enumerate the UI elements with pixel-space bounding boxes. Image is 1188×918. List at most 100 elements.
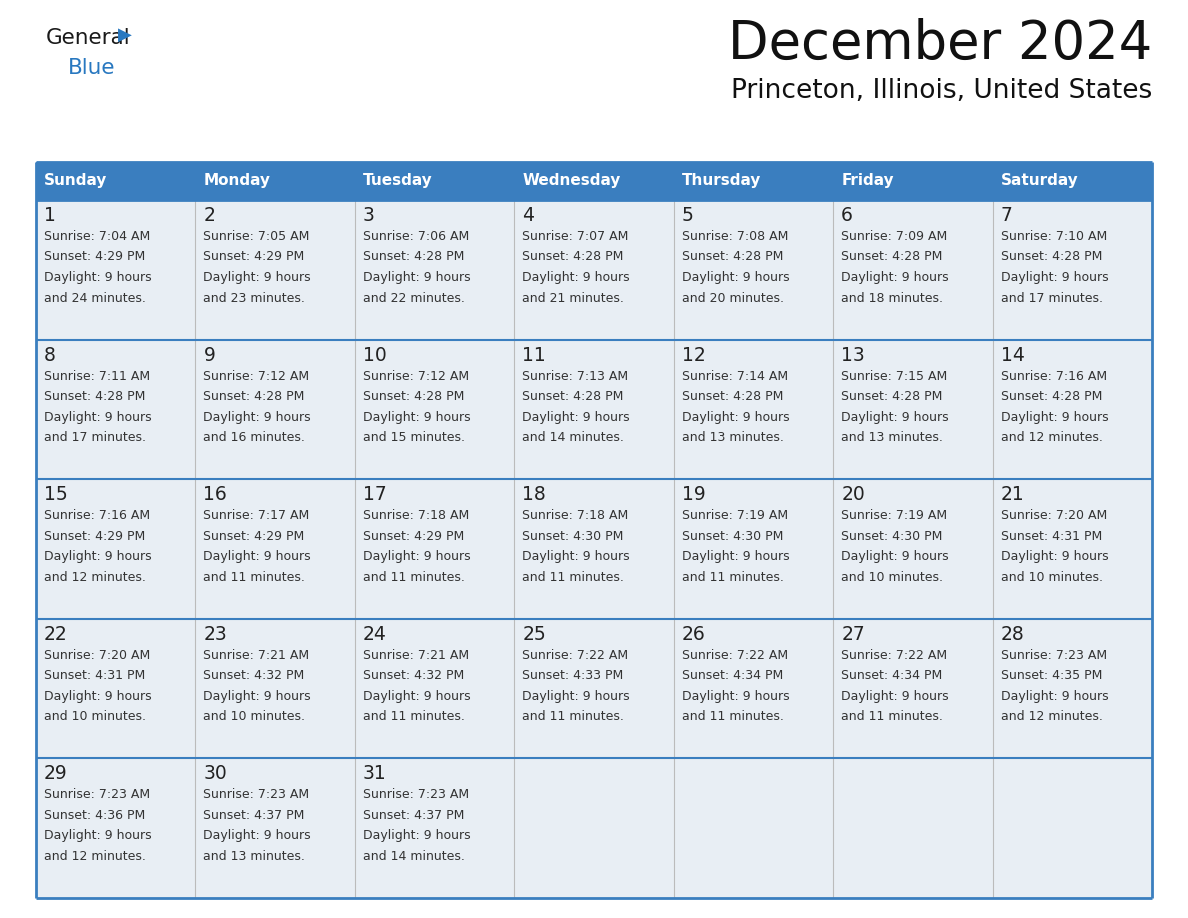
Text: 7: 7 bbox=[1000, 206, 1012, 225]
Text: 17: 17 bbox=[362, 486, 386, 504]
Text: Sunrise: 7:23 AM: Sunrise: 7:23 AM bbox=[1000, 649, 1107, 662]
Text: and 12 minutes.: and 12 minutes. bbox=[1000, 711, 1102, 723]
Text: and 12 minutes.: and 12 minutes. bbox=[1000, 431, 1102, 444]
Text: and 11 minutes.: and 11 minutes. bbox=[203, 571, 305, 584]
Text: 15: 15 bbox=[44, 486, 68, 504]
Text: 3: 3 bbox=[362, 206, 374, 225]
Text: and 11 minutes.: and 11 minutes. bbox=[362, 711, 465, 723]
Text: Daylight: 9 hours: Daylight: 9 hours bbox=[203, 689, 311, 703]
Text: 21: 21 bbox=[1000, 486, 1024, 504]
Text: and 10 minutes.: and 10 minutes. bbox=[44, 711, 146, 723]
Text: and 13 minutes.: and 13 minutes. bbox=[682, 431, 784, 444]
Text: Sunset: 4:28 PM: Sunset: 4:28 PM bbox=[523, 390, 624, 403]
Text: Sunset: 4:29 PM: Sunset: 4:29 PM bbox=[44, 530, 145, 543]
Text: Daylight: 9 hours: Daylight: 9 hours bbox=[44, 410, 152, 423]
Text: Sunset: 4:28 PM: Sunset: 4:28 PM bbox=[1000, 251, 1102, 263]
Text: 18: 18 bbox=[523, 486, 546, 504]
Text: Sunrise: 7:19 AM: Sunrise: 7:19 AM bbox=[841, 509, 947, 522]
Text: Sunset: 4:30 PM: Sunset: 4:30 PM bbox=[682, 530, 783, 543]
Text: and 11 minutes.: and 11 minutes. bbox=[362, 571, 465, 584]
Text: 24: 24 bbox=[362, 625, 387, 644]
Text: Thursday: Thursday bbox=[682, 174, 762, 188]
Text: Sunrise: 7:23 AM: Sunrise: 7:23 AM bbox=[203, 789, 310, 801]
Text: Sunrise: 7:23 AM: Sunrise: 7:23 AM bbox=[44, 789, 150, 801]
Text: 26: 26 bbox=[682, 625, 706, 644]
Text: 10: 10 bbox=[362, 345, 386, 364]
Text: 11: 11 bbox=[523, 345, 546, 364]
Text: and 22 minutes.: and 22 minutes. bbox=[362, 292, 465, 305]
Text: Wednesday: Wednesday bbox=[523, 174, 620, 188]
Text: Sunrise: 7:11 AM: Sunrise: 7:11 AM bbox=[44, 370, 150, 383]
Text: Sunrise: 7:19 AM: Sunrise: 7:19 AM bbox=[682, 509, 788, 522]
Text: Sunset: 4:28 PM: Sunset: 4:28 PM bbox=[362, 390, 465, 403]
Text: December 2024: December 2024 bbox=[728, 18, 1152, 70]
Text: and 17 minutes.: and 17 minutes. bbox=[1000, 292, 1102, 305]
Text: 31: 31 bbox=[362, 765, 386, 783]
Bar bbox=[36, 200, 1152, 898]
Text: and 11 minutes.: and 11 minutes. bbox=[523, 711, 624, 723]
Text: and 21 minutes.: and 21 minutes. bbox=[523, 292, 624, 305]
Text: and 11 minutes.: and 11 minutes. bbox=[682, 711, 784, 723]
Text: and 16 minutes.: and 16 minutes. bbox=[203, 431, 305, 444]
Text: Daylight: 9 hours: Daylight: 9 hours bbox=[841, 550, 949, 564]
Text: and 14 minutes.: and 14 minutes. bbox=[523, 431, 624, 444]
Text: Daylight: 9 hours: Daylight: 9 hours bbox=[203, 550, 311, 564]
Text: Sunset: 4:28 PM: Sunset: 4:28 PM bbox=[682, 251, 783, 263]
Text: Sunrise: 7:22 AM: Sunrise: 7:22 AM bbox=[841, 649, 947, 662]
Text: Sunrise: 7:16 AM: Sunrise: 7:16 AM bbox=[1000, 370, 1107, 383]
Text: Sunset: 4:28 PM: Sunset: 4:28 PM bbox=[523, 251, 624, 263]
Text: Sunset: 4:28 PM: Sunset: 4:28 PM bbox=[682, 390, 783, 403]
Text: Daylight: 9 hours: Daylight: 9 hours bbox=[203, 271, 311, 284]
Text: 27: 27 bbox=[841, 625, 865, 644]
Text: Daylight: 9 hours: Daylight: 9 hours bbox=[682, 410, 789, 423]
Text: and 11 minutes.: and 11 minutes. bbox=[682, 571, 784, 584]
Text: Sunset: 4:34 PM: Sunset: 4:34 PM bbox=[841, 669, 942, 682]
Text: Sunset: 4:29 PM: Sunset: 4:29 PM bbox=[44, 251, 145, 263]
Text: and 24 minutes.: and 24 minutes. bbox=[44, 292, 146, 305]
Text: Sunrise: 7:21 AM: Sunrise: 7:21 AM bbox=[203, 649, 310, 662]
Text: and 10 minutes.: and 10 minutes. bbox=[1000, 571, 1102, 584]
Text: Daylight: 9 hours: Daylight: 9 hours bbox=[1000, 689, 1108, 703]
Text: Sunday: Sunday bbox=[44, 174, 107, 188]
Text: Sunrise: 7:12 AM: Sunrise: 7:12 AM bbox=[203, 370, 310, 383]
Text: Sunrise: 7:15 AM: Sunrise: 7:15 AM bbox=[841, 370, 947, 383]
Text: Sunrise: 7:18 AM: Sunrise: 7:18 AM bbox=[523, 509, 628, 522]
Text: Sunrise: 7:08 AM: Sunrise: 7:08 AM bbox=[682, 230, 788, 243]
Text: Sunset: 4:31 PM: Sunset: 4:31 PM bbox=[1000, 530, 1101, 543]
Text: 28: 28 bbox=[1000, 625, 1024, 644]
Text: Sunrise: 7:20 AM: Sunrise: 7:20 AM bbox=[1000, 509, 1107, 522]
Text: Monday: Monday bbox=[203, 174, 271, 188]
Text: Daylight: 9 hours: Daylight: 9 hours bbox=[523, 271, 630, 284]
Text: Daylight: 9 hours: Daylight: 9 hours bbox=[682, 271, 789, 284]
Text: and 18 minutes.: and 18 minutes. bbox=[841, 292, 943, 305]
Text: Saturday: Saturday bbox=[1000, 174, 1079, 188]
Text: and 11 minutes.: and 11 minutes. bbox=[523, 571, 624, 584]
Text: Sunrise: 7:04 AM: Sunrise: 7:04 AM bbox=[44, 230, 150, 243]
Text: 13: 13 bbox=[841, 345, 865, 364]
Text: and 15 minutes.: and 15 minutes. bbox=[362, 431, 465, 444]
Text: Sunset: 4:35 PM: Sunset: 4:35 PM bbox=[1000, 669, 1102, 682]
Text: and 20 minutes.: and 20 minutes. bbox=[682, 292, 784, 305]
Text: Blue: Blue bbox=[68, 58, 115, 78]
Text: 25: 25 bbox=[523, 625, 546, 644]
Text: Daylight: 9 hours: Daylight: 9 hours bbox=[1000, 271, 1108, 284]
Text: Sunset: 4:29 PM: Sunset: 4:29 PM bbox=[203, 530, 304, 543]
Text: 6: 6 bbox=[841, 206, 853, 225]
Text: Friday: Friday bbox=[841, 174, 893, 188]
Text: 14: 14 bbox=[1000, 345, 1024, 364]
Text: and 17 minutes.: and 17 minutes. bbox=[44, 431, 146, 444]
Text: 29: 29 bbox=[44, 765, 68, 783]
Text: Daylight: 9 hours: Daylight: 9 hours bbox=[523, 689, 630, 703]
Text: Sunrise: 7:14 AM: Sunrise: 7:14 AM bbox=[682, 370, 788, 383]
Text: Sunset: 4:30 PM: Sunset: 4:30 PM bbox=[841, 530, 942, 543]
Text: and 10 minutes.: and 10 minutes. bbox=[841, 571, 943, 584]
Text: 1: 1 bbox=[44, 206, 56, 225]
Text: Sunset: 4:36 PM: Sunset: 4:36 PM bbox=[44, 809, 145, 822]
Text: and 10 minutes.: and 10 minutes. bbox=[203, 711, 305, 723]
Text: and 12 minutes.: and 12 minutes. bbox=[44, 571, 146, 584]
Text: Sunset: 4:33 PM: Sunset: 4:33 PM bbox=[523, 669, 624, 682]
Text: 22: 22 bbox=[44, 625, 68, 644]
Text: Daylight: 9 hours: Daylight: 9 hours bbox=[682, 550, 789, 564]
Text: Daylight: 9 hours: Daylight: 9 hours bbox=[203, 829, 311, 843]
Text: Sunrise: 7:23 AM: Sunrise: 7:23 AM bbox=[362, 789, 469, 801]
